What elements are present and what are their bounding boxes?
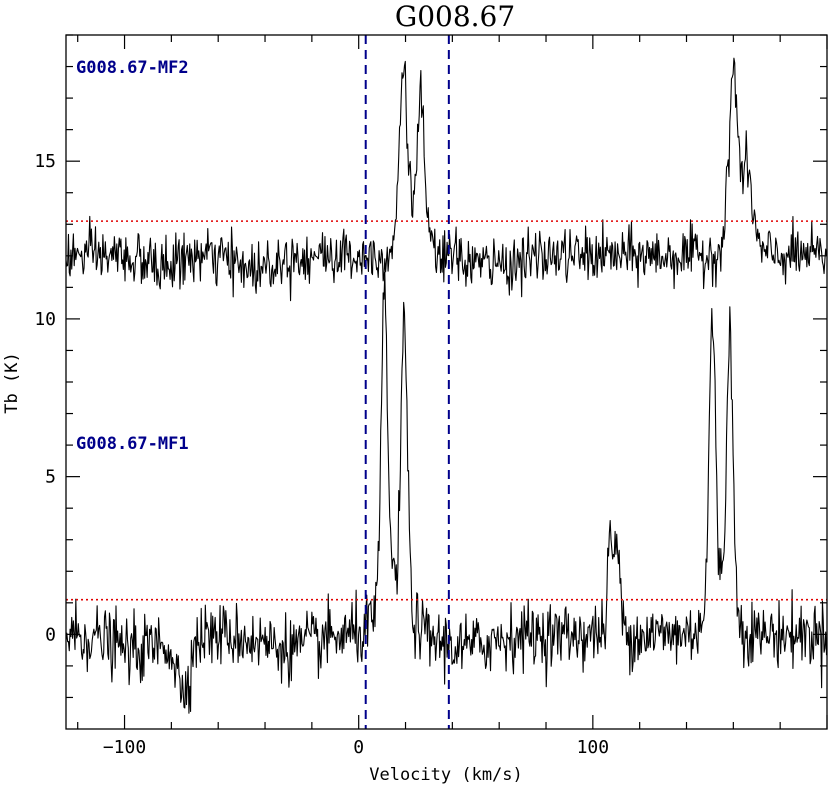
overlay-layer: [66, 35, 827, 729]
chart-title: G008.67: [395, 0, 515, 33]
y-tick-label: 15: [34, 151, 56, 172]
spectrum-line-0: [66, 57, 827, 302]
x-tick-label: 0: [353, 737, 364, 758]
series-label-mf1: G008.67-MF1: [76, 434, 189, 454]
x-axis-label: Velocity (km/s): [369, 765, 523, 785]
series-label-mf2: G008.67-MF2: [76, 58, 189, 78]
x-tick-label: −100: [103, 737, 146, 758]
series-layer: [66, 57, 827, 714]
y-tick-label: 5: [45, 467, 56, 488]
y-axis-label: Tb (K): [2, 352, 22, 413]
ticks-layer: −100 0 100 0 5 10 15: [34, 34, 828, 758]
y-tick-label: 0: [45, 624, 56, 645]
y-tick-label: 10: [34, 309, 56, 330]
spectrum-line-1: [66, 271, 827, 714]
x-tick-label: 100: [577, 737, 610, 758]
